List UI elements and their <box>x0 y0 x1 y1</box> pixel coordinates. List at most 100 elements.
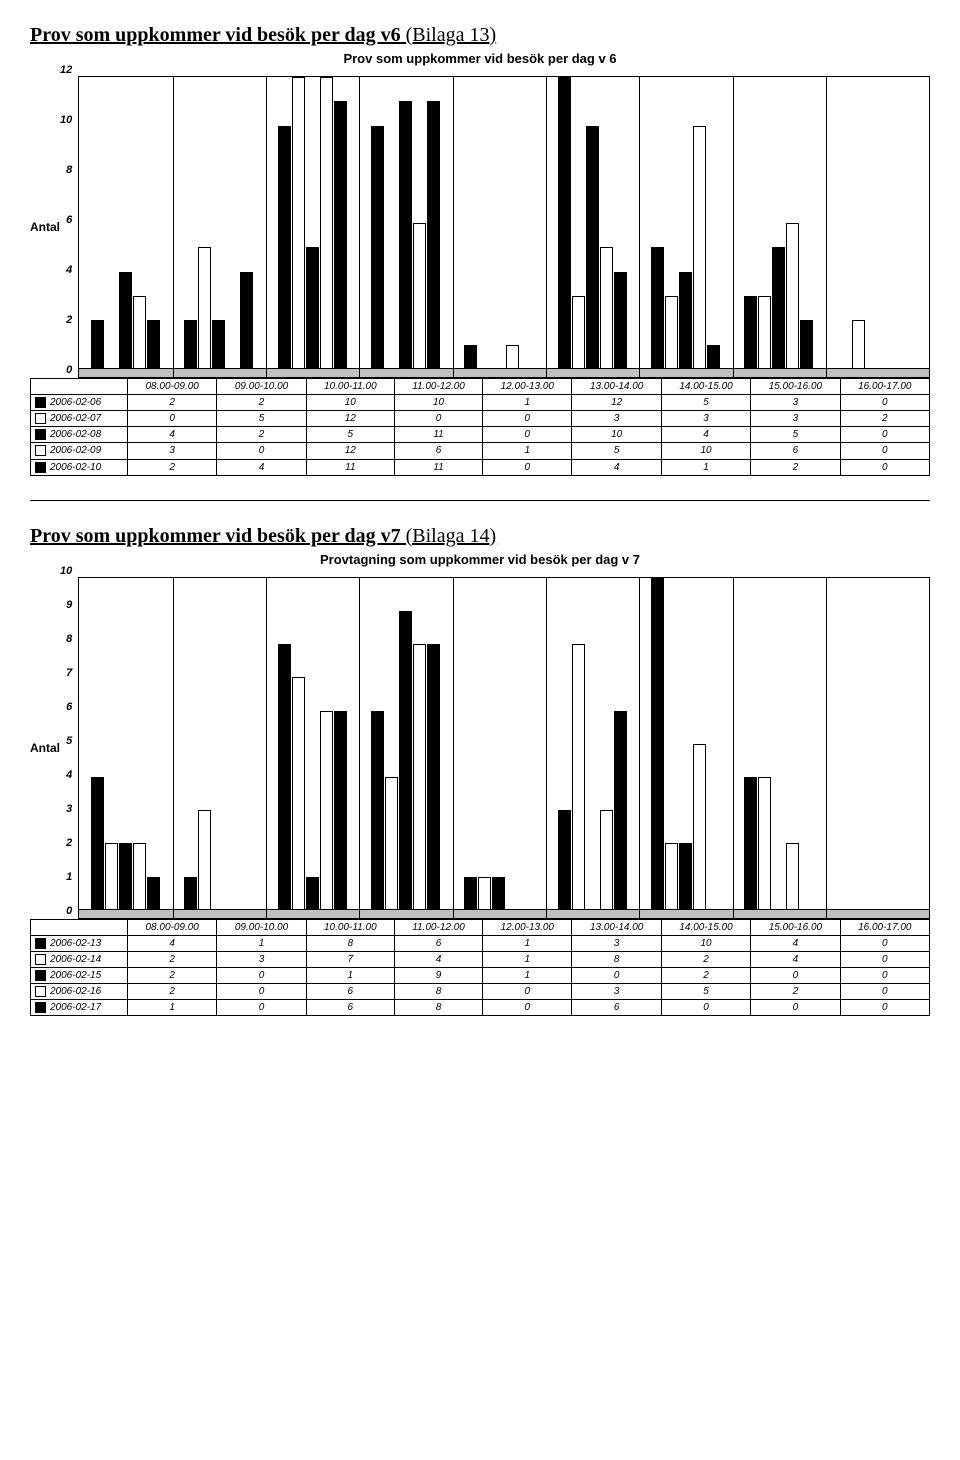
chart-floor <box>79 368 929 377</box>
gridline <box>266 77 267 377</box>
table-cell: 0 <box>840 967 929 983</box>
gridline <box>546 77 547 377</box>
table-cell: 12 <box>306 443 394 459</box>
bar <box>306 247 319 369</box>
series-name: 2006-02-07 <box>50 413 101 424</box>
table-col-header: 16.00-17.00 <box>840 379 929 395</box>
series-name: 2006-02-14 <box>50 954 101 965</box>
bar <box>758 296 771 369</box>
table-cell: 0 <box>751 967 840 983</box>
legend-swatch <box>35 397 46 408</box>
section-title-v7: Prov som uppkommer vid besök per dag v7 … <box>30 525 930 548</box>
separator <box>30 500 930 501</box>
table-cell: 10 <box>572 427 661 443</box>
table-cell: 3 <box>572 984 661 1000</box>
section-title-appendix: (Bilaga 14) <box>401 525 497 547</box>
chart-title-v6: Prov som uppkommer vid besök per dag v 6 <box>30 51 930 66</box>
table-cell: 0 <box>661 1000 750 1016</box>
table-cell: 1 <box>661 459 750 475</box>
bar <box>198 810 211 910</box>
bar <box>852 320 865 369</box>
table-cell: 10 <box>661 443 750 459</box>
table-row: 2006-02-17106806000 <box>31 1000 930 1016</box>
bar <box>464 345 477 369</box>
table-col-header: 15.00-16.00 <box>751 919 840 935</box>
section-title-main: Prov som uppkommer vid besök per dag v6 <box>30 24 401 46</box>
table-cell: 10 <box>661 935 750 951</box>
table-cell: 2 <box>751 459 840 475</box>
table-cell: 6 <box>572 1000 661 1016</box>
bar <box>198 247 211 369</box>
table-corner <box>31 379 128 395</box>
bar <box>371 711 384 910</box>
table-cell: 9 <box>394 967 482 983</box>
table-cell: 2 <box>661 967 750 983</box>
legend-swatch <box>35 429 46 440</box>
table-cell: 3 <box>217 951 306 967</box>
series-label: 2006-02-09 <box>31 443 128 459</box>
bar <box>91 777 104 910</box>
table-cell: 4 <box>128 935 217 951</box>
table-col-header: 13.00-14.00 <box>572 919 661 935</box>
bar <box>693 126 706 369</box>
bar <box>707 345 720 369</box>
table-cell: 3 <box>751 411 840 427</box>
gridline <box>733 77 734 377</box>
bar <box>320 711 333 910</box>
table-cell: 4 <box>394 951 482 967</box>
y-axis-label: Antal <box>30 220 60 234</box>
table-row: 2006-02-134186131040 <box>31 935 930 951</box>
gridline <box>173 77 174 377</box>
bar <box>693 744 706 910</box>
bar <box>133 843 146 909</box>
table-row: 2006-02-0930126151060 <box>31 443 930 459</box>
table-cell: 0 <box>483 459 572 475</box>
table-cell: 0 <box>217 443 306 459</box>
table-row: 2006-02-070512003332 <box>31 411 930 427</box>
table-cell: 0 <box>483 1000 572 1016</box>
table-col-header: 12.00-13.00 <box>483 919 572 935</box>
y-axis-ticks-v6: 121086420 <box>60 76 78 376</box>
table-col-header: 16.00-17.00 <box>840 919 929 935</box>
bar <box>334 101 347 369</box>
table-cell: 5 <box>661 395 750 411</box>
table-cell: 5 <box>217 411 306 427</box>
series-label: 2006-02-07 <box>31 411 128 427</box>
bar <box>320 77 333 369</box>
table-cell: 3 <box>751 395 840 411</box>
y-axis-label-col: Antal <box>30 577 60 919</box>
bar <box>184 320 197 369</box>
gridline <box>639 578 640 918</box>
table-col-header: 14.00-15.00 <box>661 379 750 395</box>
table-cell: 11 <box>306 459 394 475</box>
table-cell: 0 <box>217 1000 306 1016</box>
series-name: 2006-02-16 <box>50 986 101 997</box>
bar <box>614 272 627 369</box>
series-label: 2006-02-14 <box>31 951 128 967</box>
plot-area-v7 <box>78 577 930 919</box>
series-name: 2006-02-13 <box>50 938 101 949</box>
table-cell: 10 <box>394 395 482 411</box>
table-cell: 8 <box>572 951 661 967</box>
table-cell: 1 <box>483 443 572 459</box>
bar <box>278 126 291 369</box>
bar <box>133 296 146 369</box>
series-name: 2006-02-17 <box>50 1002 101 1013</box>
table-cell: 0 <box>840 395 929 411</box>
bar <box>105 843 118 909</box>
table-cell: 8 <box>306 935 394 951</box>
bar <box>413 223 426 369</box>
table-corner <box>31 919 128 935</box>
y-axis-ticks-v7: 109876543210 <box>60 577 78 917</box>
bar <box>679 272 692 369</box>
table-cell: 8 <box>394 1000 482 1016</box>
table-cell: 1 <box>306 967 394 983</box>
chart-v7: Antal 109876543210 08.00-09.0009.00-10.0… <box>30 577 930 1017</box>
bar <box>492 877 505 910</box>
bar <box>371 126 384 369</box>
table-cell: 0 <box>128 411 217 427</box>
legend-swatch <box>35 986 46 997</box>
table-cell: 5 <box>661 984 750 1000</box>
table-row: 2006-02-06221010112530 <box>31 395 930 411</box>
table-cell: 2 <box>661 951 750 967</box>
